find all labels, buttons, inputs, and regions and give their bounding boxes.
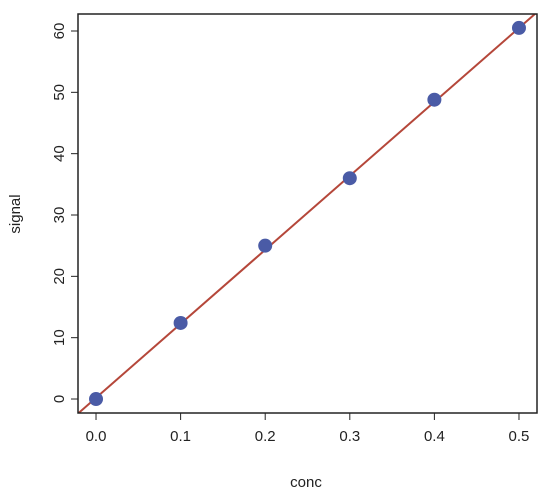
point	[173, 315, 188, 330]
y-tick-label: 50	[51, 84, 68, 101]
x-tick-label: 0.3	[339, 428, 360, 445]
plot-frame	[77, 13, 538, 414]
y-axis-label: signal	[7, 194, 24, 233]
point	[89, 392, 104, 407]
x-tick-label: 0.1	[170, 428, 191, 445]
x-axis-label: conc	[290, 474, 322, 491]
y-tick-label: 30	[51, 207, 68, 224]
point	[258, 238, 273, 253]
y-tick-label: 10	[51, 329, 68, 346]
point	[427, 92, 442, 107]
y-tick-label: 60	[51, 23, 68, 40]
x-tick-label: 0.4	[424, 428, 445, 445]
point	[511, 20, 526, 35]
x-tick-label: 0.2	[255, 428, 276, 445]
y-tick-label: 40	[51, 145, 68, 162]
fit-group	[78, 14, 537, 413]
point	[342, 171, 357, 186]
y-tick-label: 0	[51, 395, 68, 403]
fit-line	[78, 14, 537, 413]
x-tick-label: 0.5	[509, 428, 530, 445]
x-tick-label: 0.0	[86, 428, 107, 445]
y-tick-label: 20	[51, 268, 68, 285]
